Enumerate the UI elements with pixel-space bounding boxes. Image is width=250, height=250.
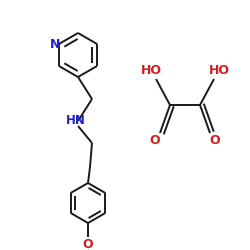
Text: O: O (210, 134, 220, 147)
Text: HN: HN (66, 114, 86, 128)
Text: O: O (150, 134, 160, 147)
Text: HO: HO (208, 64, 230, 78)
Text: HO: HO (140, 64, 162, 78)
Text: N: N (50, 38, 60, 51)
Text: O: O (83, 238, 93, 250)
